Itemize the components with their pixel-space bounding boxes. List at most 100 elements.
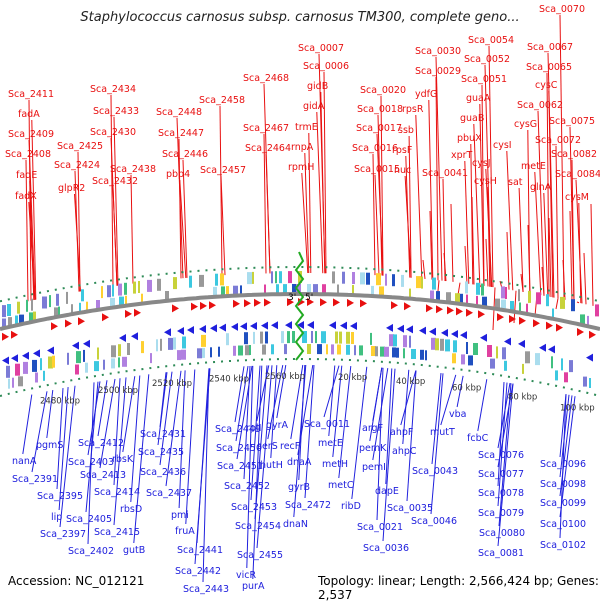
bottom-gene-label: ahpF <box>390 427 413 438</box>
forward-gene-arrow <box>426 304 433 313</box>
top-gene-leader <box>527 224 531 294</box>
feature-block <box>122 356 127 367</box>
top-gene-label: Sca_0072 <box>535 135 581 146</box>
top-gene-label: Sca_2468 <box>243 73 289 84</box>
feature-block <box>276 284 279 295</box>
bottom-gene-leader <box>402 369 410 445</box>
bottom-gene-leader <box>87 381 101 456</box>
forward-gene-arrow <box>466 308 473 317</box>
bottom-gene-leader <box>456 375 464 408</box>
feature-block <box>201 334 206 347</box>
bottom-gene-label: Sca_0077 <box>478 469 524 480</box>
top-gene-label: Sca_2425 <box>57 141 103 152</box>
feature-block <box>173 277 177 290</box>
feature-block <box>589 378 591 388</box>
forward-gene-arrow <box>78 317 85 326</box>
map-title: Staphylococcus carnosus subsp. carnosus … <box>80 10 520 25</box>
top-gene-leader <box>470 143 474 285</box>
bottom-gene-label: pmi <box>171 510 189 521</box>
top-gene-label: rnpA <box>291 142 314 153</box>
bottom-gene-label: Sca_2413 <box>80 470 126 481</box>
top-gene-label: metE <box>521 161 546 172</box>
feature-block <box>317 344 322 355</box>
forward-gene-arrow <box>209 301 216 310</box>
feature-block <box>260 331 263 344</box>
feature-block <box>431 337 436 350</box>
bottom-gene-label: Sca_2403 <box>68 457 114 468</box>
feature-block <box>81 289 84 302</box>
reverse-gene-arrow <box>131 332 138 341</box>
bottom-gene-leader <box>254 365 268 520</box>
bottom-gene-leader <box>31 391 48 473</box>
feature-block <box>15 315 18 326</box>
feature-block <box>40 358 42 371</box>
bottom-gene-label: Sca_0035 <box>387 503 433 514</box>
feature-block <box>473 343 478 355</box>
forward-gene-arrow <box>307 298 314 306</box>
scale-label: 2480 kbp <box>40 397 80 407</box>
feature-block <box>455 293 460 304</box>
bottom-gene-label: ahpC <box>392 446 417 457</box>
top-gene-leader <box>443 252 447 282</box>
top-gene-leader <box>450 203 454 282</box>
top-gene-leader <box>457 282 461 296</box>
feature-block <box>210 347 212 358</box>
feature-block <box>307 284 311 294</box>
top-gene-leader <box>28 139 36 300</box>
feature-block <box>379 286 384 297</box>
feature-block <box>403 348 405 359</box>
feature-block <box>86 301 88 312</box>
feature-block <box>595 304 599 317</box>
top-gene-leader <box>541 266 545 296</box>
bottom-gene-leader <box>293 364 307 518</box>
feature-block <box>141 341 144 354</box>
top-gene-label: guaB <box>460 113 484 124</box>
top-gene-leader <box>74 193 81 292</box>
feature-block <box>352 285 354 295</box>
feature-block <box>525 351 530 364</box>
feature-block <box>8 378 10 389</box>
top-gene-leader <box>179 179 187 278</box>
forward-gene-arrow <box>320 298 327 307</box>
forward-gene-arrow <box>200 301 207 310</box>
top-gene-leader <box>178 138 182 279</box>
feature-block <box>202 347 205 358</box>
contig-junction <box>294 251 305 361</box>
bottom-gene-label: Sca_2449 <box>215 424 261 435</box>
feature-block <box>337 344 341 355</box>
bottom-gene-label: serS <box>257 441 278 452</box>
top-gene-label: ydfG <box>415 89 437 100</box>
reverse-gene-arrow <box>187 326 194 334</box>
bottom-gene-label: rplI <box>246 423 261 434</box>
top-gene-leader <box>548 90 554 298</box>
feature-block <box>125 295 127 306</box>
bottom-gene-leader <box>256 365 273 549</box>
bottom-gene-label: Sca_2402 <box>68 546 114 557</box>
feature-block <box>580 314 585 325</box>
feature-block <box>326 344 328 355</box>
top-gene-leader <box>112 186 118 286</box>
top-gene-label: pbuX <box>457 133 482 144</box>
feature-block <box>94 361 99 372</box>
forward-gene-arrow <box>347 298 354 307</box>
top-gene-leader <box>543 192 549 297</box>
top-gene-label: cysI <box>493 140 512 151</box>
top-gene-leader <box>435 56 443 281</box>
bottom-gene-label: vicR <box>236 570 256 581</box>
top-gene-leader <box>110 94 114 287</box>
feature-block <box>54 307 58 318</box>
bottom-gene-label: vba <box>449 409 466 420</box>
top-gene-label: xprT <box>451 150 473 161</box>
feature-block <box>226 286 229 297</box>
feature-block <box>48 356 53 369</box>
feature-block <box>284 344 287 355</box>
feature-block <box>29 312 34 323</box>
feature-block <box>425 350 427 361</box>
bottom-gene-label: Sca_2435 <box>138 447 184 458</box>
top-gene-leader <box>590 203 594 306</box>
feature-block <box>197 348 202 359</box>
top-gene-label: ssb <box>398 125 414 136</box>
feature-block <box>392 274 395 287</box>
feature-block <box>490 358 495 369</box>
reverse-gene-arrow <box>219 323 226 332</box>
